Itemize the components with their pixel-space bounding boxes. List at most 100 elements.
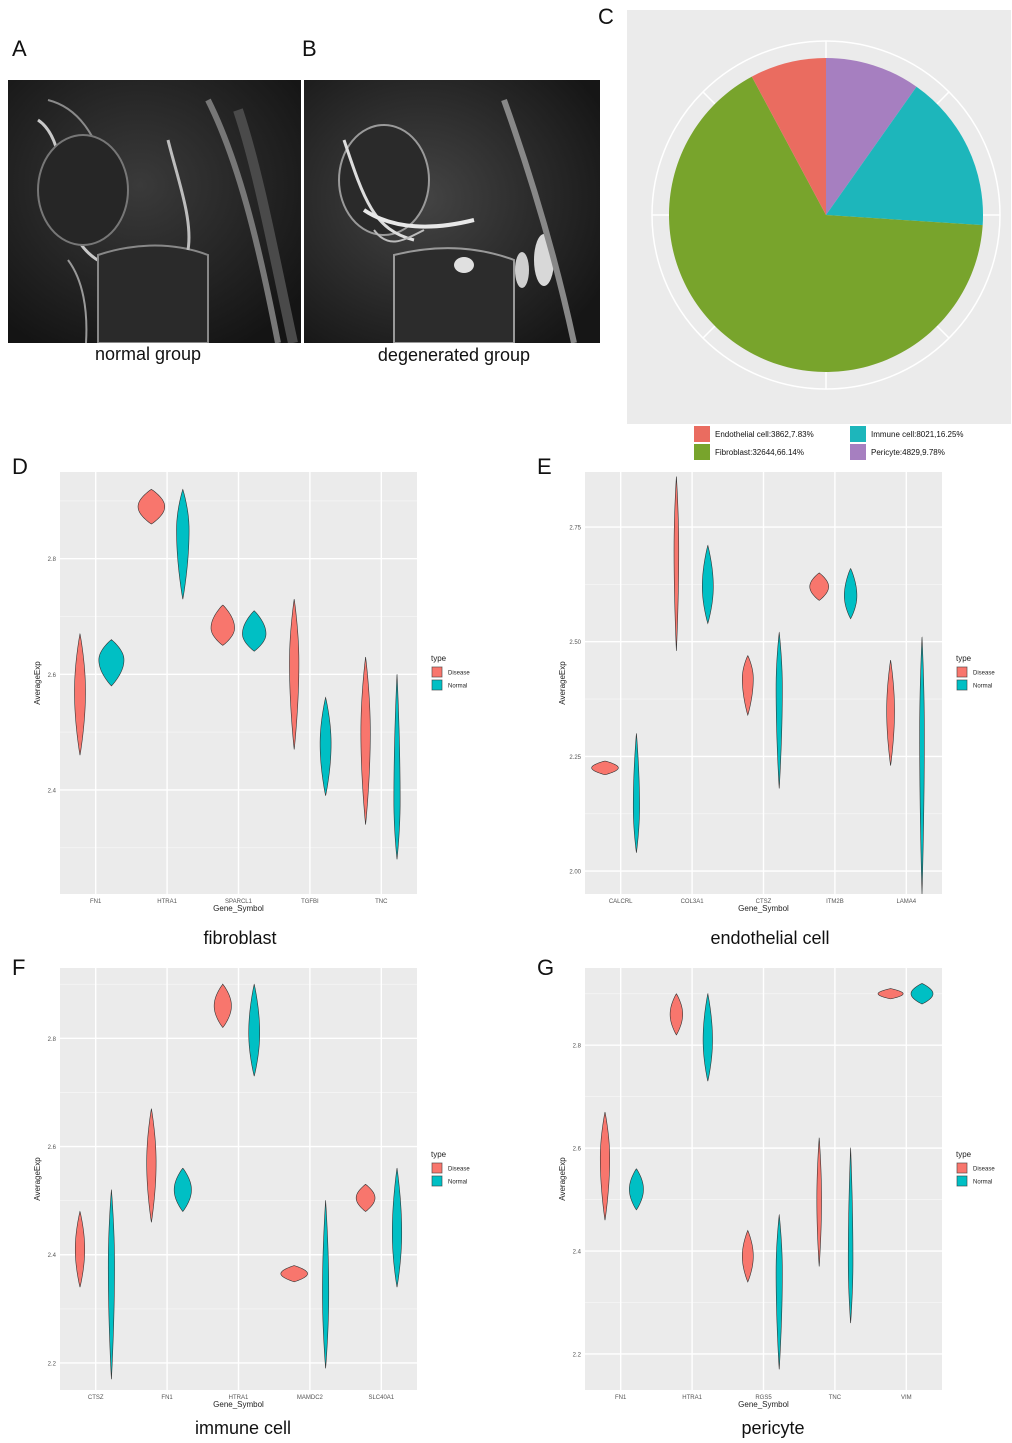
x-tick-label: CTSZ xyxy=(756,899,772,905)
violin-htra1-disease xyxy=(137,488,166,525)
y-tick-label: 2.8 xyxy=(573,1044,582,1050)
violin-slc40a1-disease xyxy=(355,1184,376,1212)
y-axis-label: AverageExp xyxy=(558,661,567,705)
x-axis-label: Gene_Symbol xyxy=(213,904,264,913)
x-tick-label: COL3A1 xyxy=(681,899,705,905)
violin-htra1-disease xyxy=(669,993,683,1036)
panel-label-b: B xyxy=(302,36,317,61)
pie-legend: Endothelial cell:3862,7.83% Immune cell:… xyxy=(694,426,994,462)
violin-rgs5-disease xyxy=(741,1229,754,1283)
y-tick-label: 2.2 xyxy=(573,1352,582,1358)
pie-chart xyxy=(651,40,1001,390)
legend-label-normal: Normal xyxy=(448,1180,467,1186)
legend-swatch-fibroblast xyxy=(694,444,710,460)
x-axis-label: Gene_Symbol xyxy=(738,1400,789,1409)
violin-sparcl1-normal xyxy=(242,610,267,652)
caption-normal-group: normal group xyxy=(94,344,202,364)
violin-fn1-disease xyxy=(74,633,86,756)
x-tick-label: FN1 xyxy=(90,899,102,905)
violin-fn1-normal xyxy=(629,1168,644,1211)
caption-immune: immune cell xyxy=(194,1418,292,1438)
violin-slc40a1-normal xyxy=(391,1167,403,1288)
x-axis-label: Gene_Symbol xyxy=(213,1400,264,1409)
violin-tgfbi-normal xyxy=(319,696,332,796)
legend-title: type xyxy=(956,1150,972,1159)
violin-htra1-normal xyxy=(248,983,261,1077)
legend-item-endothelial: Endothelial cell:3862,7.83% xyxy=(694,426,814,442)
y-tick-label: 2.50 xyxy=(569,640,581,646)
panel-label-f: F xyxy=(12,955,26,980)
legend-label-disease: Disease xyxy=(448,671,470,677)
violin-chart-pericyte: 2.2 2.4 2.6 2.8 FN1 HTRA1 RGS5 TNC VIM Gene_Symbo… xyxy=(558,968,995,1409)
legend-swatch-immune xyxy=(850,426,866,442)
legend-swatch-normal xyxy=(956,1175,968,1187)
panel-label-a: A xyxy=(12,36,27,61)
violin-calcrl-normal xyxy=(632,733,640,853)
legend-swatch-disease xyxy=(956,1162,968,1174)
legend-title: type xyxy=(956,654,972,663)
legend-label-pericyte: Pericyte:4829,9.78% xyxy=(871,447,945,457)
legend-title: type xyxy=(431,1150,447,1159)
x-tick-label: SLC40A1 xyxy=(368,1395,394,1401)
pie-slice-immune xyxy=(826,86,983,226)
panel-label-e: E xyxy=(537,454,552,479)
violin-fn1-disease xyxy=(146,1108,157,1223)
y-tick-label: 2.8 xyxy=(48,557,57,563)
legend-swatch-endothelial xyxy=(694,426,710,442)
x-tick-label: FN1 xyxy=(615,1395,627,1401)
x-tick-label: SPARCL1 xyxy=(225,899,253,905)
y-axis-label: AverageExp xyxy=(558,1157,567,1201)
x-tick-label: FN1 xyxy=(161,1395,173,1401)
violin-tgfbi-disease xyxy=(289,598,300,750)
violin-lama4-disease xyxy=(886,659,895,766)
y-tick-label: 2.4 xyxy=(573,1250,582,1256)
violin-htra1-normal xyxy=(176,488,190,600)
caption-endothelial: endothelial cell xyxy=(710,928,830,948)
x-axis-label: Gene_Symbol xyxy=(738,904,789,913)
y-tick-label: 2.00 xyxy=(569,870,581,876)
y-axis-label: AverageExp xyxy=(33,661,42,705)
violin-panel-fibroblast: 2.4 2.6 2.8 FN1 HTRA1 SPARCL1 TGFBI TNC Gene_Sym… xyxy=(0,462,500,920)
x-tick-label: TNC xyxy=(829,1395,842,1401)
legend-swatch-disease xyxy=(956,666,968,678)
panel-label-g: G xyxy=(537,955,555,980)
y-tick-label: 2.4 xyxy=(48,788,57,794)
violin-chart-immune: 2.2 2.4 2.6 2.8 CTSZ FN1 HTRA1 MAMDC2 SLC40A1 Gen… xyxy=(33,968,470,1409)
y-tick-label: 2.4 xyxy=(48,1253,57,1259)
pie-panel xyxy=(627,10,1011,424)
pie-slice-fibroblast xyxy=(669,76,983,373)
x-tick-label: ITM2B xyxy=(826,899,844,905)
legend-label-normal: Normal xyxy=(973,1180,992,1186)
violin-chart-endothelial: 2.00 2.25 2.50 2.75 CALCRL COL3A1 CTSZ ITM2B LAM… xyxy=(558,472,995,913)
legend-swatch-normal xyxy=(431,1175,443,1187)
violin-tnc-normal xyxy=(393,674,401,860)
violin-ctsz-disease xyxy=(741,655,754,717)
x-tick-label: TGFBI xyxy=(301,899,319,905)
y-tick-label: 2.25 xyxy=(569,755,581,761)
y-tick-label: 2.75 xyxy=(569,526,581,532)
violin-sparcl1-disease xyxy=(210,604,235,646)
violin-tnc-disease xyxy=(360,656,371,825)
violin-col3a1-disease xyxy=(673,476,680,651)
violin-vim-normal xyxy=(910,983,934,1005)
pie-slice-pericyte xyxy=(826,58,917,215)
violin-mamdc2-disease xyxy=(280,1265,308,1283)
x-tick-label: MAMDC2 xyxy=(297,1395,324,1401)
legend-label-fibroblast: Fibroblast:32644,66.14% xyxy=(715,447,804,457)
violin-ctsz-normal xyxy=(107,1189,115,1380)
x-tick-label: HTRA1 xyxy=(682,1395,702,1401)
violin-panel-immune: 2.2 2.4 2.6 2.8 CTSZ FN1 HTRA1 MAMDC2 SLC40A1 Gen… xyxy=(0,958,500,1414)
violin-htra1-normal xyxy=(702,992,713,1082)
legend-label-disease: Disease xyxy=(973,671,995,677)
y-tick-label: 2.6 xyxy=(48,1145,57,1151)
pie-slice-endothelial xyxy=(751,58,826,215)
violin-itm2b-disease xyxy=(809,572,829,601)
legend-title: type xyxy=(431,654,447,663)
violin-vim-disease xyxy=(877,988,904,1000)
x-tick-label: CALCRL xyxy=(609,899,633,905)
violin-lama4-normal xyxy=(919,636,925,895)
x-tick-label: HTRA1 xyxy=(229,1395,249,1401)
caption-pericyte: pericyte xyxy=(741,1418,805,1438)
y-tick-label: 2.8 xyxy=(48,1037,57,1043)
caption-degenerated-group: degenerated group xyxy=(377,345,531,365)
